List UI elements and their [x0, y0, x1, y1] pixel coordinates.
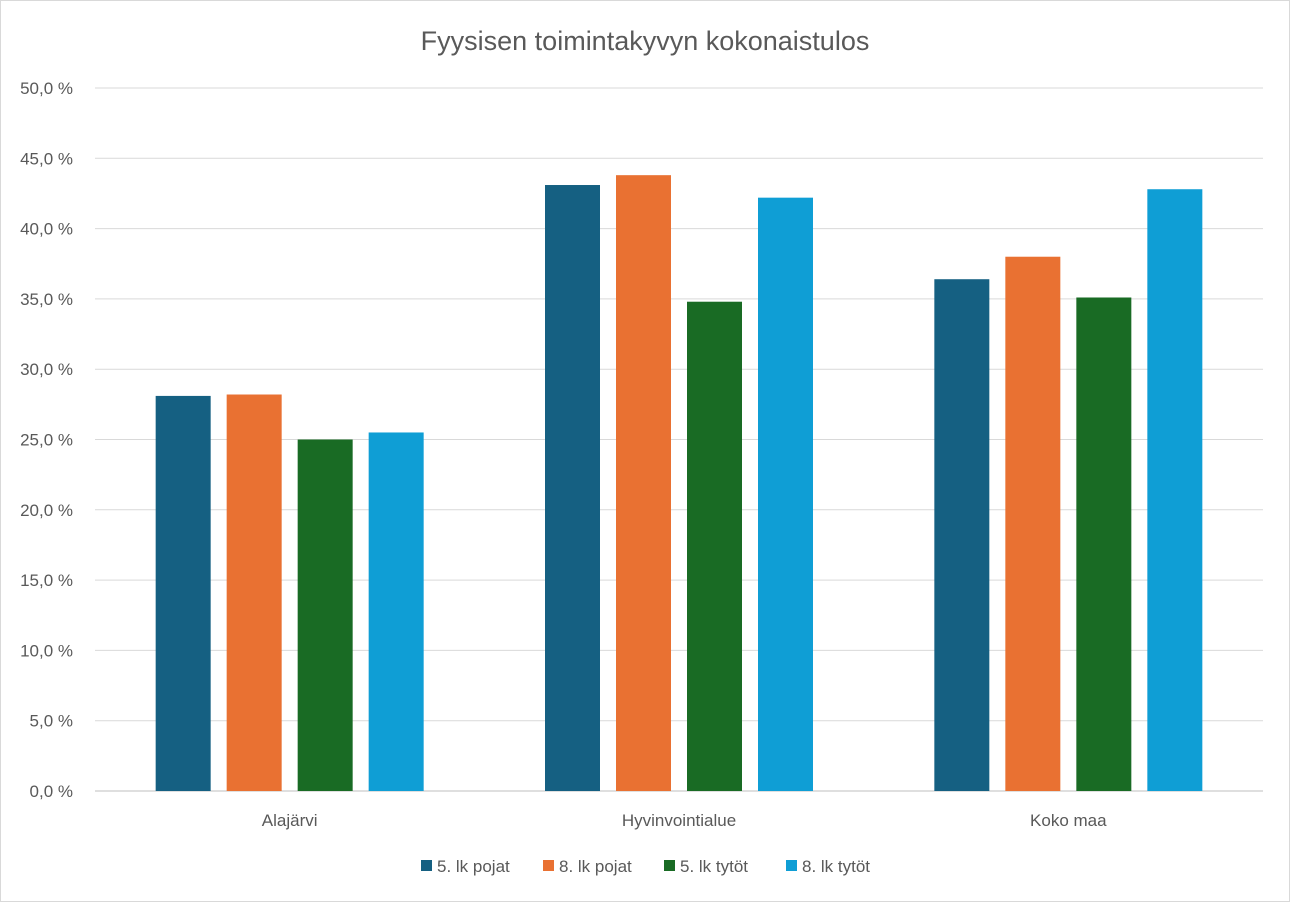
y-tick-label: 45,0 % [20, 149, 73, 168]
y-tick-label: 30,0 % [20, 360, 73, 379]
y-tick-label: 50,0 % [20, 79, 73, 98]
bar [545, 185, 600, 791]
y-tick-label: 0,0 % [30, 782, 73, 801]
x-tick-label: Hyvinvointialue [622, 811, 736, 830]
x-tick-label: Alajärvi [262, 811, 318, 830]
y-tick-label: 25,0 % [20, 431, 73, 450]
legend-label: 5. lk tytöt [680, 857, 748, 876]
legend-swatch [421, 860, 432, 871]
bar [758, 197, 813, 792]
bar [934, 279, 990, 791]
legend-label: 5. lk pojat [437, 857, 510, 876]
legend-swatch [664, 860, 675, 871]
bar [1005, 256, 1061, 792]
bar [297, 439, 353, 791]
bar [368, 432, 424, 791]
y-tick-label: 15,0 % [20, 571, 73, 590]
legend-label: 8. lk pojat [559, 857, 632, 876]
legend-label: 8. lk tytöt [802, 857, 870, 876]
bar [616, 175, 671, 791]
y-tick-label: 20,0 % [20, 501, 73, 520]
y-tick-label: 40,0 % [20, 220, 73, 239]
bar [687, 301, 742, 791]
bar [1076, 297, 1132, 791]
y-tick-label: 5,0 % [30, 712, 73, 731]
y-tick-label: 10,0 % [20, 641, 73, 660]
y-tick-label: 35,0 % [20, 290, 73, 309]
bar [1147, 189, 1203, 791]
legend-swatch [543, 860, 554, 871]
chart-title: Fyysisen toimintakyvyn kokonaistulos [421, 26, 870, 56]
bar [226, 394, 282, 791]
x-tick-label: Koko maa [1030, 811, 1107, 830]
legend-swatch [786, 860, 797, 871]
bar [155, 395, 211, 791]
